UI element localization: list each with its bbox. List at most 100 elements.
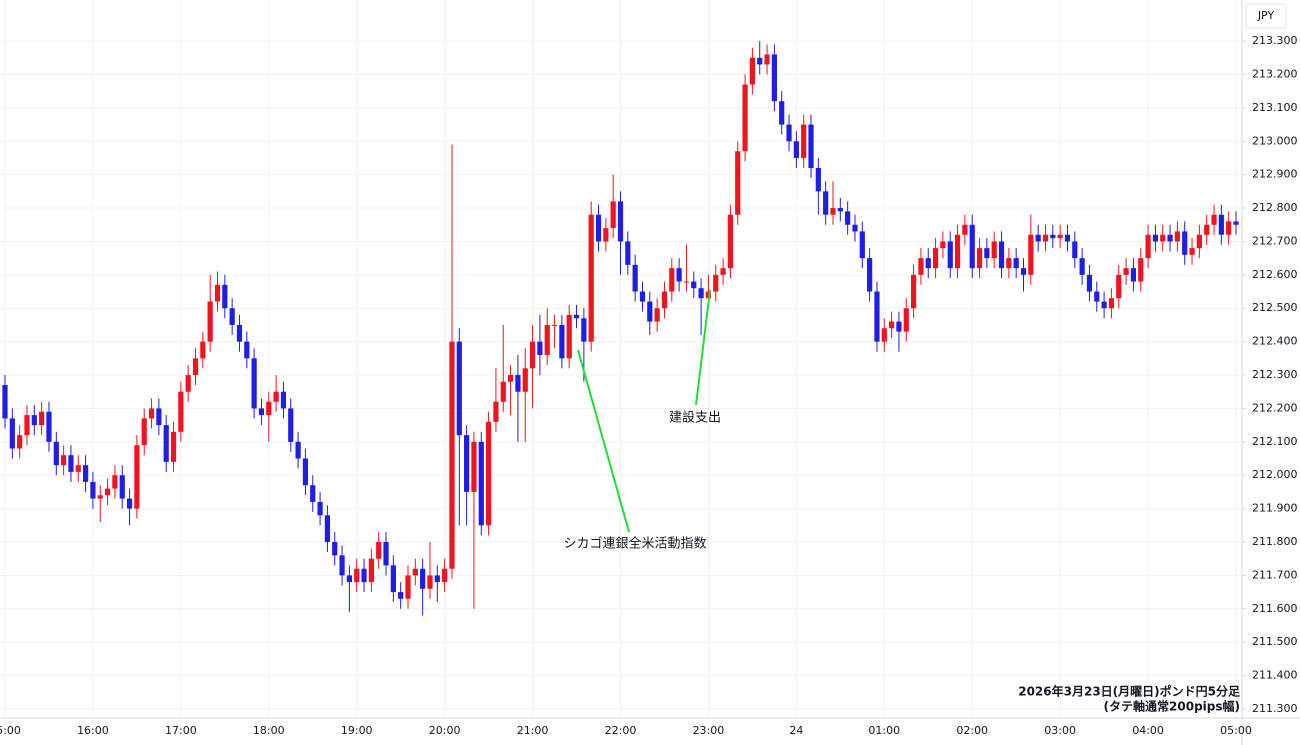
candle-body xyxy=(456,341,462,436)
candle-body xyxy=(170,431,177,462)
candle-body xyxy=(595,214,602,242)
candle-body xyxy=(603,228,609,242)
candle-body xyxy=(1160,234,1166,242)
candle-body xyxy=(566,314,572,359)
candle-body xyxy=(544,324,550,355)
candle-body xyxy=(280,391,287,409)
y-tick-label: 211.300 xyxy=(1252,702,1298,715)
candle-body xyxy=(471,441,477,492)
candle-body xyxy=(830,208,836,215)
candle-body xyxy=(529,341,536,369)
x-tick-label: 20:00 xyxy=(429,724,461,737)
candle-body xyxy=(90,481,96,499)
candle-body xyxy=(434,575,440,583)
candle-body xyxy=(368,558,374,583)
candle-body xyxy=(119,475,125,499)
candle-body xyxy=(390,565,396,593)
candle-body xyxy=(486,421,492,526)
candle-body xyxy=(757,57,763,65)
candle-body xyxy=(500,381,506,402)
candle-body xyxy=(229,308,235,325)
candle-body xyxy=(185,375,191,392)
candle-body xyxy=(156,408,162,426)
candle-body xyxy=(46,411,52,442)
candle-body xyxy=(925,258,931,269)
candle-body xyxy=(1020,268,1027,275)
candle-body xyxy=(258,408,265,416)
candle-body xyxy=(874,291,880,342)
candle-body xyxy=(1123,268,1129,275)
x-tick-label: 05:00 xyxy=(1220,724,1252,737)
candle-body xyxy=(1152,234,1158,242)
candle-body xyxy=(654,308,660,322)
y-tick-label: 212.900 xyxy=(1252,168,1298,181)
candle-body xyxy=(881,328,887,342)
candle-body xyxy=(207,301,213,342)
candle-body xyxy=(1218,214,1224,235)
y-tick-label: 212.800 xyxy=(1252,201,1298,214)
candle-body xyxy=(588,214,594,342)
y-tick-label: 212.000 xyxy=(1252,468,1298,481)
y-tick-label: 213.200 xyxy=(1252,67,1298,80)
candle-body xyxy=(625,241,631,265)
y-tick-label: 213.100 xyxy=(1252,101,1298,114)
candle-body xyxy=(889,321,895,329)
candle-body xyxy=(478,441,484,526)
candle-body xyxy=(1211,214,1217,225)
candle-body xyxy=(749,57,755,85)
candle-body xyxy=(178,391,184,432)
candle-body xyxy=(793,141,799,158)
candle-body xyxy=(251,358,257,409)
x-tick-label: 18:00 xyxy=(253,724,285,737)
candle-body xyxy=(244,341,250,359)
candle-body xyxy=(515,375,521,392)
candle-body xyxy=(412,568,418,576)
candle-body xyxy=(845,211,851,225)
candle-body xyxy=(1028,234,1034,275)
candle-body xyxy=(266,401,272,416)
candle-body xyxy=(288,408,294,442)
x-tick-label: 23:00 xyxy=(693,724,725,737)
annotation: シカゴ連銀全米活動指数 xyxy=(563,536,706,552)
candle-body xyxy=(976,248,983,269)
x-tick-label: 15:00 xyxy=(0,724,21,737)
candle-body xyxy=(573,314,580,319)
candle-body xyxy=(17,435,23,449)
candle-body xyxy=(537,341,543,355)
candle-body xyxy=(1189,248,1195,255)
candle-body xyxy=(918,258,924,275)
y-tick-label: 213.300 xyxy=(1252,34,1298,47)
y-tick-label: 212.400 xyxy=(1252,335,1298,348)
candle-body xyxy=(1138,258,1144,282)
candle-body xyxy=(1130,268,1137,282)
candle-body xyxy=(2,385,8,419)
candle-body xyxy=(317,501,323,516)
candle-body xyxy=(991,241,997,259)
candle-body xyxy=(713,274,719,292)
candle-body xyxy=(779,101,785,125)
candle-body xyxy=(39,411,45,426)
x-tick-label: 01:00 xyxy=(868,724,900,737)
y-tick-label: 213.000 xyxy=(1252,134,1298,147)
candle-body xyxy=(332,542,338,556)
candle-body xyxy=(31,415,37,426)
candle-body xyxy=(192,358,199,376)
candle-body xyxy=(200,341,206,359)
candle-body xyxy=(68,455,74,472)
candle-body xyxy=(222,284,228,309)
candle-body xyxy=(683,281,690,283)
candle-body xyxy=(969,224,975,269)
candle-body xyxy=(449,341,455,569)
candle-body xyxy=(823,191,829,215)
candle-body xyxy=(932,248,939,269)
candle-body xyxy=(1116,274,1122,299)
candle-body xyxy=(148,408,155,419)
y-tick-label: 211.600 xyxy=(1252,602,1298,615)
y-tick-label: 212.600 xyxy=(1252,268,1298,281)
candle-body xyxy=(97,495,103,499)
candle-body xyxy=(376,542,382,559)
y-tick-label: 212.200 xyxy=(1252,401,1298,414)
candle-body xyxy=(962,224,968,235)
